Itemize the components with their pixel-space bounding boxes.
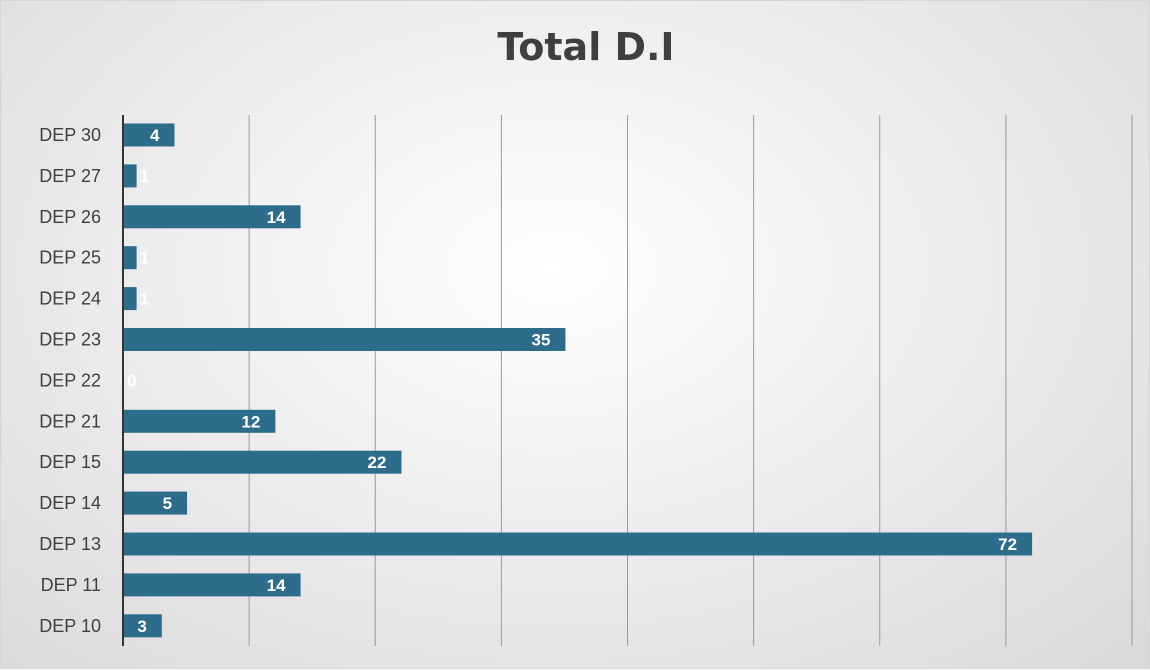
data-label: 1	[140, 290, 149, 309]
category-tick-label: DEP 26	[39, 207, 101, 227]
data-label: 5	[163, 494, 172, 513]
bar	[124, 614, 162, 638]
bar	[124, 123, 175, 147]
data-label: 14	[267, 208, 286, 227]
data-label: 3	[137, 617, 146, 636]
bar	[124, 532, 1033, 556]
data-label: 12	[241, 412, 260, 431]
category-tick-label: DEP 30	[39, 125, 101, 145]
category-tick-label: DEP 24	[39, 289, 101, 309]
bar	[124, 573, 301, 597]
data-label: 1	[140, 167, 149, 186]
chart-title: Total D.I	[497, 25, 675, 69]
category-tick-label: DEP 11	[41, 575, 101, 595]
category-tick-label: DEP 22	[39, 370, 101, 390]
bar	[124, 328, 566, 351]
bar	[124, 287, 137, 311]
category-tick-label: DEP 23	[39, 330, 101, 350]
category-tick-label: DEP 25	[39, 248, 101, 268]
bar	[124, 450, 402, 474]
category-tick-label: DEP 27	[39, 166, 101, 186]
data-label: 22	[368, 453, 387, 472]
data-label: 14	[267, 576, 286, 595]
bar	[124, 246, 137, 270]
data-label: 35	[532, 331, 551, 350]
category-tick-label: DEP 13	[39, 534, 101, 554]
data-label: 0	[127, 371, 136, 390]
category-tick-label: DEP 15	[39, 452, 101, 472]
category-tick-label: DEP 21	[39, 411, 101, 431]
bar	[124, 164, 137, 188]
category-tick-label: DEP 14	[39, 493, 101, 513]
bar	[124, 491, 188, 515]
data-label: 1	[140, 249, 149, 268]
category-tick-label: DEP 10	[39, 616, 101, 636]
bar	[124, 205, 301, 229]
bar	[124, 409, 276, 433]
data-label: 72	[998, 535, 1017, 554]
data-label: 4	[150, 126, 160, 145]
